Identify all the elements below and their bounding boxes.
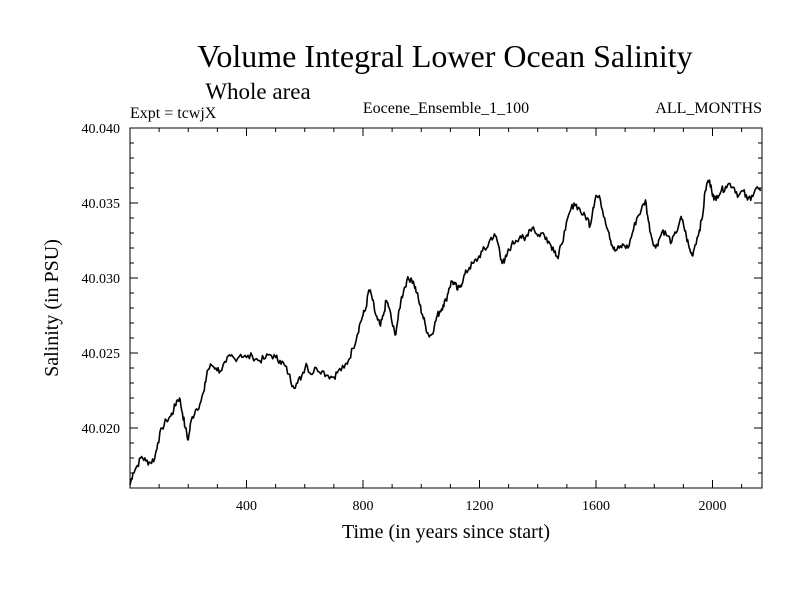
ensemble-label: Eocene_Ensemble_1_100 (363, 100, 529, 117)
salinity-series-line (129, 179, 762, 486)
chart-title: Volume Integral Lower Ocean Salinity (197, 38, 692, 74)
y-tick-label: 40.020 (82, 422, 121, 437)
y-tick-label: 40.035 (82, 197, 121, 212)
x-tick-label: 400 (236, 499, 257, 514)
experiment-label: Expt = tcwjX (130, 105, 217, 122)
y-tick-labels: 40.020 40.025 40.030 40.035 40.040 (82, 122, 121, 437)
x-tick-labels: 400 800 1200 1600 2000 (236, 499, 726, 514)
x-tick-label: 1200 (465, 499, 493, 514)
x-axis-label: Time (in years since start) (342, 521, 550, 543)
y-axis-label: Salinity (in PSU) (41, 239, 63, 377)
y-tick-label: 40.025 (82, 347, 121, 362)
x-tick-label: 800 (352, 499, 373, 514)
chart-subtitle: Whole area (205, 79, 310, 104)
x-tick-label: 1600 (582, 499, 610, 514)
months-label: ALL_MONTHS (655, 100, 762, 117)
axis-ticks (130, 127, 762, 489)
y-tick-label: 40.030 (82, 272, 121, 287)
x-tick-label: 2000 (698, 499, 726, 514)
y-tick-label: 40.040 (82, 122, 121, 137)
plot-frame (129, 127, 763, 489)
